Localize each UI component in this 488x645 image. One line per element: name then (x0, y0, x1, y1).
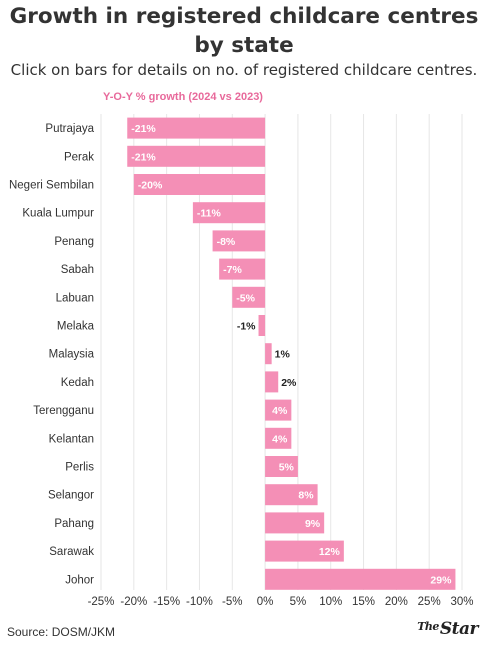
data-label: -1% (237, 321, 256, 333)
data-label: 1% (275, 349, 291, 361)
category-label: Melaka (57, 321, 95, 333)
bar[interactable] (265, 568, 456, 590)
bar[interactable] (127, 145, 266, 167)
x-tick-label: 10% (319, 596, 342, 608)
bar[interactable] (258, 315, 266, 336)
x-tick-label: 20% (385, 596, 408, 608)
bar[interactable] (127, 117, 266, 139)
data-label: 4% (272, 405, 288, 417)
category-label: Penang (54, 236, 94, 248)
category-label: Sarawak (49, 546, 94, 558)
bar[interactable] (265, 540, 344, 562)
data-label: -11% (197, 208, 222, 220)
data-label: -5% (236, 292, 255, 304)
data-label: 5% (279, 462, 295, 474)
x-tick-label: 25% (418, 596, 441, 608)
chart-title: Growth in registered childcare centres b… (9, 4, 479, 58)
data-label: -21% (131, 123, 156, 135)
x-tick-label: 15% (352, 596, 375, 608)
x-tick-label: 30% (450, 596, 473, 608)
x-tick-label: -25% (88, 596, 115, 608)
category-label: Putrajaya (45, 123, 94, 135)
category-label: Sabah (61, 264, 94, 276)
bar[interactable] (212, 230, 266, 252)
category-labels: Putrajaya Perak Negeri Sembilan Kuala Lumpu… (9, 123, 95, 586)
category-label: Perlis (65, 462, 94, 474)
data-label: 9% (305, 518, 321, 530)
category-label: Kelantan (49, 433, 94, 445)
x-tick-label: 0% (257, 596, 274, 608)
category-label: Pahang (54, 518, 94, 530)
bars: -21% -21% -20% -11% -8% -7% -5% -1% 1% 2% 4% 4% 5% 8%… (127, 117, 456, 590)
x-tick-label: -10% (186, 596, 213, 608)
data-label: 29% (430, 574, 452, 586)
category-label: Kuala Lumpur (22, 208, 94, 220)
legend-label: Y-O-Y % growth (2024 vs 2023) (103, 91, 263, 103)
bar[interactable] (232, 286, 266, 308)
category-label: Selangor (48, 490, 94, 502)
bar[interactable] (265, 512, 325, 534)
bar[interactable] (265, 484, 318, 506)
category-label: Malaysia (49, 349, 95, 361)
bar[interactable] (219, 258, 266, 280)
data-label: 2% (281, 377, 297, 389)
the-star-logo: TheStar (417, 619, 478, 639)
category-label: Johor (65, 574, 94, 586)
data-label: -21% (131, 151, 156, 163)
category-label: Labuan (56, 292, 94, 304)
data-label: 12% (319, 546, 341, 558)
data-label: -7% (223, 264, 242, 276)
category-label: Terengganu (33, 405, 94, 417)
x-tick-label: -20% (120, 596, 147, 608)
x-tick-label: -15% (153, 596, 180, 608)
data-label: 4% (272, 433, 288, 445)
data-label: 8% (298, 490, 314, 502)
category-label: Negeri Sembilan (9, 180, 94, 192)
bar[interactable] (265, 343, 272, 365)
data-label: -8% (217, 236, 236, 248)
category-label: Perak (64, 151, 94, 163)
x-tick-label: -5% (222, 596, 242, 608)
category-label: Kedah (61, 377, 94, 389)
chart-subtitle: Click on bars for details on no. of regi… (10, 61, 478, 79)
bar[interactable] (192, 202, 266, 224)
source-note: Source: DOSM/JKM (7, 625, 116, 639)
data-label: -20% (138, 180, 163, 192)
bar[interactable] (265, 456, 298, 477)
bar[interactable] (265, 427, 292, 449)
x-axis-ticks: -25% -20% -15% -10% -5% 0% 5% 10% 15% 20% 25% 30% (88, 596, 474, 608)
bar[interactable] (265, 371, 279, 393)
bar[interactable] (133, 174, 266, 195)
bar[interactable] (265, 399, 292, 421)
x-tick-label: 5% (290, 596, 307, 608)
